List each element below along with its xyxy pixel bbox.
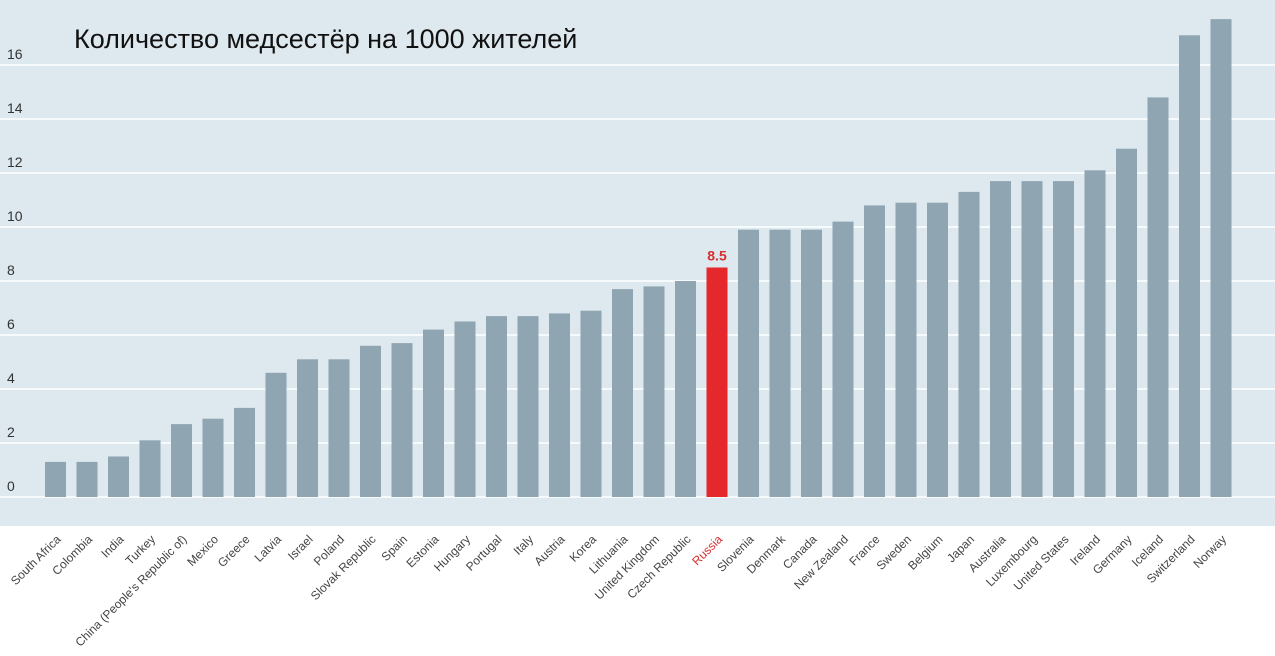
- chart-title: Количество медсестёр на 1000 жителей: [74, 24, 577, 54]
- bar-mexico: [202, 418, 224, 497]
- bar-poland: [328, 359, 350, 497]
- bar-hungary: [454, 321, 476, 497]
- bar-ireland: [1084, 170, 1106, 498]
- bar-united-kingdom: [643, 286, 665, 497]
- bar-japan: [958, 191, 980, 497]
- x-tick-label: India: [98, 532, 127, 561]
- bar-austria: [549, 313, 570, 497]
- x-tick-label: Austria: [531, 532, 568, 569]
- x-tick-label: Italy: [511, 532, 536, 557]
- bar-estonia: [423, 329, 444, 497]
- bar-luxembourg: [1021, 181, 1043, 497]
- x-tick-label: Mexico: [184, 532, 221, 569]
- y-axis-ticks: 0 2 4 6 8 10 12 14 16: [7, 46, 23, 494]
- bar-belgium: [927, 202, 948, 497]
- bar-australia: [990, 181, 1011, 497]
- bar-italy: [517, 316, 539, 497]
- y-tick-label: 12: [7, 154, 23, 170]
- bar-norway: [1210, 19, 1232, 497]
- bar-portugal: [486, 316, 507, 497]
- bar-greece: [234, 407, 255, 497]
- y-tick-label: 4: [7, 370, 15, 386]
- bar-spain: [391, 343, 413, 497]
- bar-slovak-republic: [360, 345, 381, 497]
- x-tick-label: Belgium: [905, 532, 946, 573]
- bar-colombia: [76, 461, 98, 497]
- y-tick-label: 6: [7, 316, 15, 332]
- bar-denmark: [769, 229, 791, 497]
- bars: 8.5: [45, 19, 1232, 498]
- bar-canada: [801, 229, 822, 497]
- x-tick-label: Latvia: [252, 532, 285, 565]
- bar-switzerland: [1179, 35, 1200, 498]
- x-tick-label: Greece: [215, 532, 253, 570]
- data-label-highlight: 8.5: [707, 248, 727, 264]
- bar-new-zealand: [832, 221, 854, 497]
- bar-south-africa: [45, 461, 66, 497]
- bar-lithuania: [612, 289, 633, 497]
- y-tick-label: 0: [7, 478, 15, 494]
- y-tick-label: 16: [7, 46, 23, 62]
- y-tick-label: 8: [7, 262, 15, 278]
- bar-china-people-s-republic-of: [171, 424, 192, 497]
- bar-iceland: [1147, 97, 1169, 498]
- bar-czech-republic: [675, 281, 696, 497]
- bar-slovenia: [738, 229, 759, 497]
- bar-russia: [706, 267, 728, 497]
- bar-sweden: [895, 202, 917, 497]
- bar-korea: [580, 310, 602, 497]
- bar-latvia: [265, 372, 287, 497]
- x-tick-label: South Africa: [8, 532, 64, 588]
- bar-india: [108, 456, 129, 497]
- x-tick-label: Norway: [1190, 532, 1229, 571]
- bar-united-states: [1053, 181, 1074, 497]
- bar-france: [864, 205, 885, 497]
- bar-turkey: [139, 440, 161, 497]
- y-tick-label: 2: [7, 424, 15, 440]
- y-tick-label: 14: [7, 100, 23, 116]
- y-tick-label: 10: [7, 208, 23, 224]
- bar-germany: [1116, 148, 1137, 497]
- bar-israel: [297, 359, 318, 497]
